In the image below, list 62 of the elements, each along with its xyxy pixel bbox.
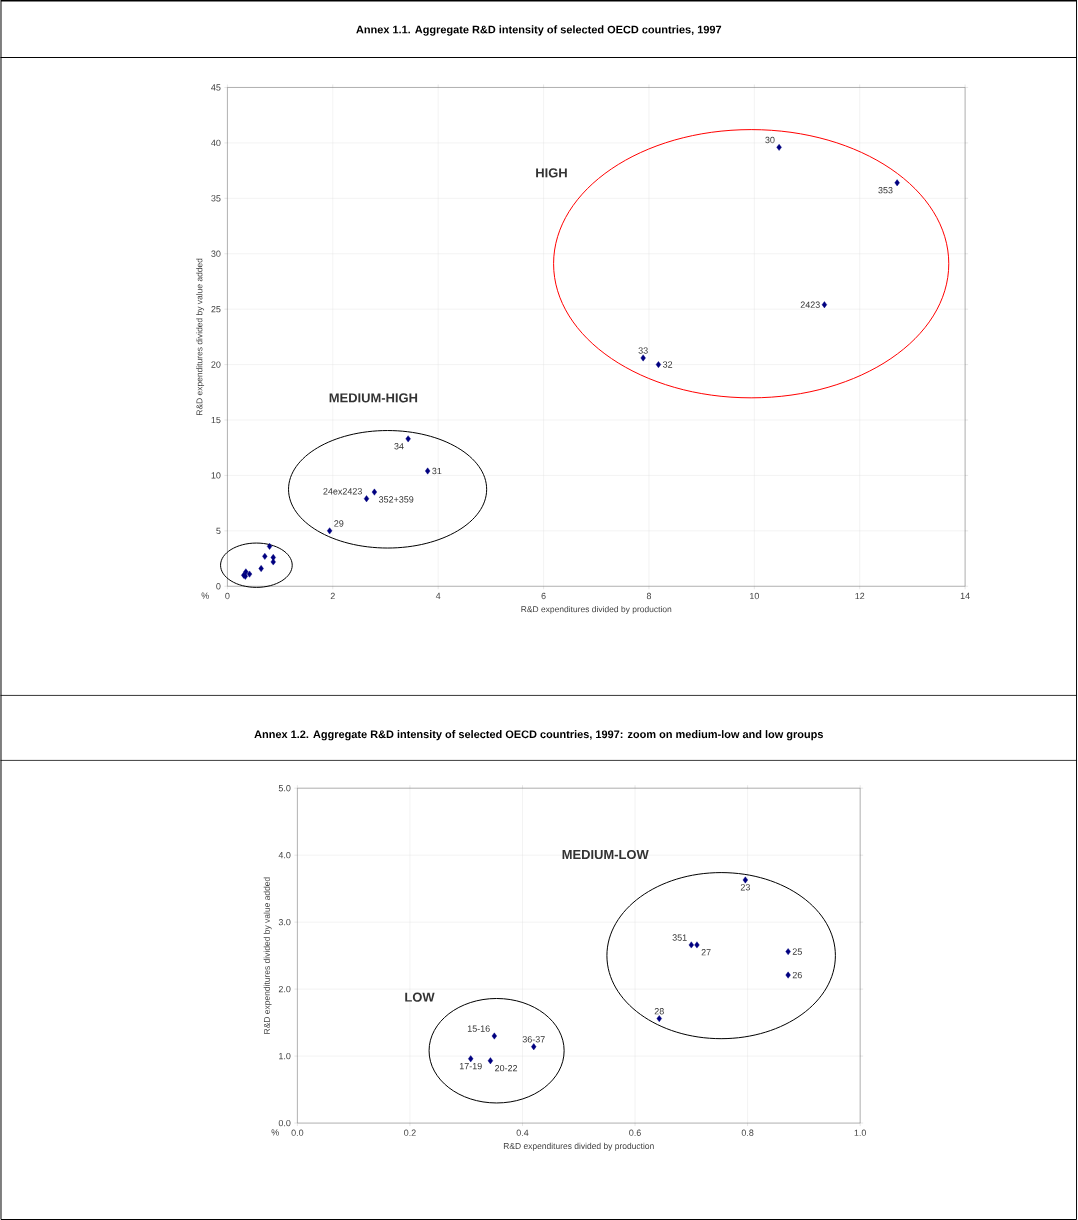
annotation: 27: [701, 949, 711, 956]
x-tick-label: 0.2: [404, 1129, 416, 1136]
y-axis-title: R&D expenditures divided by value added: [196, 258, 205, 416]
annotation: MEDIUM-LOW: [562, 849, 649, 860]
x-tick-label: 6: [541, 592, 546, 600]
y-tick-label: 30: [211, 250, 221, 257]
x-axis-title: R&D expenditures divided by production: [504, 1142, 654, 1151]
x-tick-label: 0.6: [629, 1129, 642, 1136]
annotation: 352+359: [379, 496, 414, 503]
x-tick-label: 4: [436, 592, 441, 599]
y-tick-label: 25: [211, 305, 221, 313]
x-axis-title: R&D expenditures divided by production: [521, 605, 672, 614]
annotation: 23: [741, 884, 751, 891]
chart-title: Annex 1.2. Aggregate R&D intensity of selected OECD countries, 1997: zoom on medium-low and low groups: [254, 730, 824, 741]
annotation: LOW: [405, 992, 435, 1002]
annotation: 25: [792, 948, 803, 955]
annotation: MEDIUM-HIGH: [329, 393, 418, 403]
annotation: 34: [394, 443, 404, 450]
x-tick-label: 8: [647, 592, 652, 600]
x-tick-label: 0.4: [516, 1129, 529, 1136]
x-tick-label: 14: [961, 592, 971, 599]
annotation: 32: [663, 361, 673, 368]
y-tick-label: 0: [216, 583, 221, 590]
annotation: 15-16: [468, 1025, 490, 1032]
y-tick-label: 5: [216, 527, 221, 534]
annotation: 20-22: [495, 1064, 518, 1072]
annotation: 28: [654, 1008, 665, 1015]
annotation: 24ex2423: [323, 488, 363, 495]
annotation: 31: [432, 467, 442, 475]
y-tick-label: 20: [211, 361, 221, 368]
y-tick-label: 35: [211, 195, 221, 202]
chart-title: Annex 1.1. Aggregate R&D intensity of selected OECD countries, 1997: [356, 25, 722, 36]
x-tick-label: 12: [855, 592, 865, 600]
annotation: 2423: [800, 301, 821, 308]
y-tick-label: 15: [211, 416, 221, 424]
x-tick-label: 1.0: [854, 1129, 867, 1136]
y-tick-label: 45: [211, 84, 221, 91]
x-tick-label: 2: [330, 592, 336, 600]
annotation: 30: [765, 136, 775, 144]
annotation: 33: [638, 347, 648, 354]
x-tick-label: 0.8: [741, 1129, 754, 1136]
x-tick-label: 10: [750, 592, 760, 600]
text: %: [271, 1129, 280, 1136]
annotation: 351: [672, 934, 687, 941]
y-tick-label: 5.0: [278, 785, 291, 792]
y-tick-label: 3.0: [278, 918, 291, 926]
y-tick-label: 2.0: [279, 985, 291, 993]
x-tick-label: 0.0: [291, 1129, 304, 1136]
y-tick-label: 0.0: [278, 1119, 291, 1127]
y-axis-title: R&D expenditures divided by value added: [263, 877, 272, 1034]
annotation: 353: [878, 187, 893, 194]
annotation: 17-19: [460, 1062, 482, 1070]
text: %: [201, 592, 210, 599]
y-tick-label: 40: [211, 139, 221, 147]
x-tick-label: 0: [225, 592, 230, 600]
annotation: 36-37: [522, 1036, 545, 1043]
y-tick-label: 10: [211, 472, 221, 479]
y-tick-label: 4.0: [278, 852, 291, 859]
y-tick-label: 1.0: [279, 1052, 291, 1060]
annotation: 29: [334, 520, 344, 527]
annotation: 26: [792, 971, 803, 979]
annotation: HIGH: [536, 168, 568, 178]
